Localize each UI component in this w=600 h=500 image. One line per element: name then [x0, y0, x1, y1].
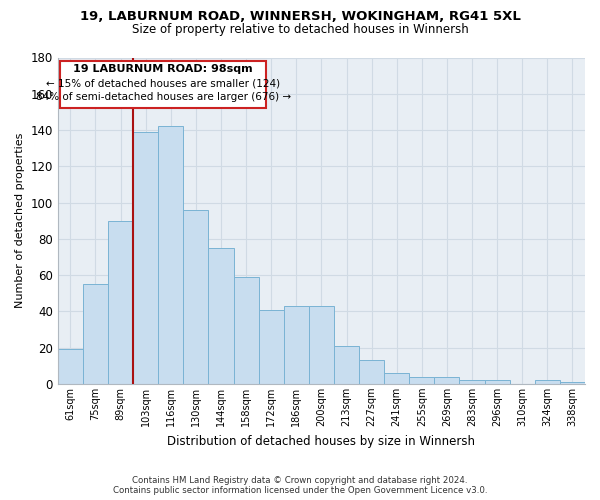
Text: Contains HM Land Registry data © Crown copyright and database right 2024.
Contai: Contains HM Land Registry data © Crown c… — [113, 476, 487, 495]
Bar — [485, 380, 509, 384]
Bar — [434, 376, 460, 384]
Y-axis label: Number of detached properties: Number of detached properties — [15, 133, 25, 308]
Bar — [83, 284, 108, 384]
Bar — [158, 126, 184, 384]
Bar — [334, 346, 359, 384]
Bar — [259, 310, 284, 384]
Text: 19, LABURNUM ROAD, WINNERSH, WOKINGHAM, RG41 5XL: 19, LABURNUM ROAD, WINNERSH, WOKINGHAM, … — [80, 10, 520, 23]
Bar — [108, 220, 133, 384]
Text: 84% of semi-detached houses are larger (676) →: 84% of semi-detached houses are larger (… — [35, 92, 291, 102]
Bar — [409, 376, 434, 384]
Bar — [535, 380, 560, 384]
Bar — [460, 380, 485, 384]
Bar — [233, 277, 259, 384]
Bar — [133, 132, 158, 384]
Text: 19 LABURNUM ROAD: 98sqm: 19 LABURNUM ROAD: 98sqm — [73, 64, 253, 74]
X-axis label: Distribution of detached houses by size in Winnersh: Distribution of detached houses by size … — [167, 434, 475, 448]
Bar — [384, 373, 409, 384]
FancyBboxPatch shape — [61, 61, 266, 108]
Bar — [359, 360, 384, 384]
Bar — [208, 248, 233, 384]
Bar — [284, 306, 309, 384]
Bar — [560, 382, 585, 384]
Text: ← 15% of detached houses are smaller (124): ← 15% of detached houses are smaller (12… — [46, 79, 280, 89]
Bar — [58, 350, 83, 384]
Bar — [184, 210, 208, 384]
Bar — [309, 306, 334, 384]
Text: Size of property relative to detached houses in Winnersh: Size of property relative to detached ho… — [131, 22, 469, 36]
